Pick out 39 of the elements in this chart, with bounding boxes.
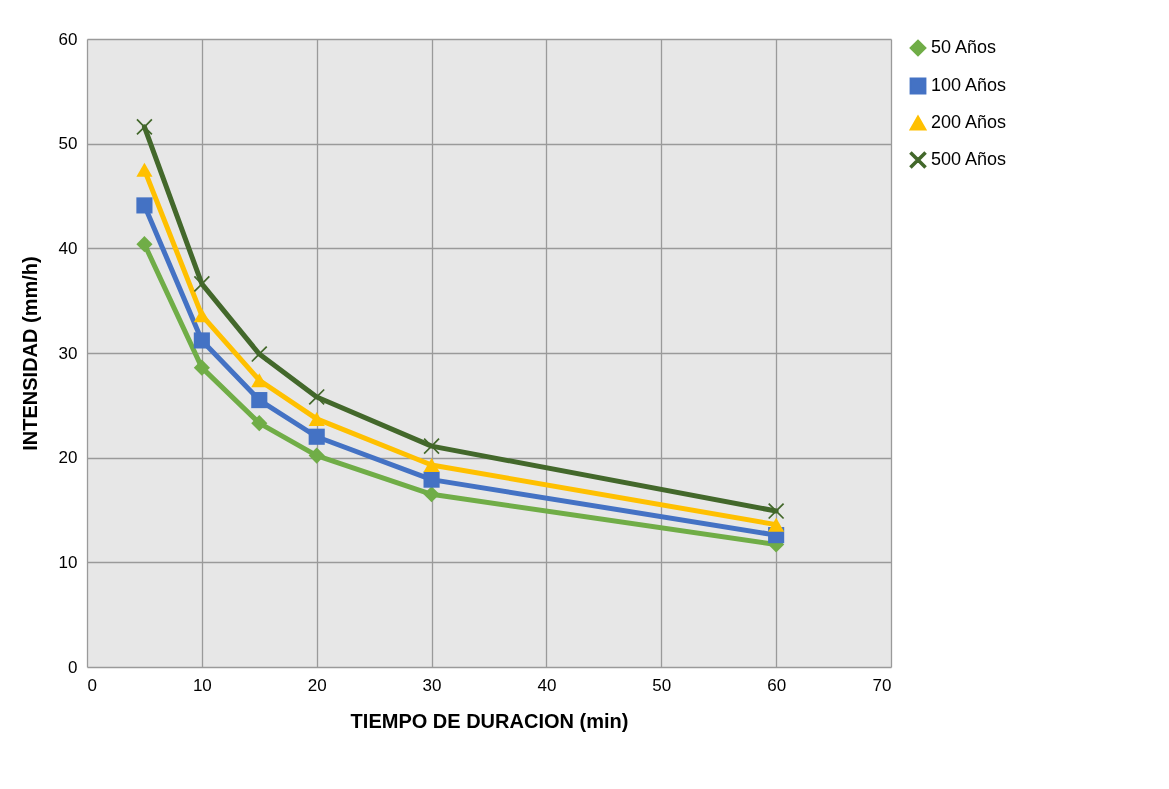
y-tick-label: 50: [58, 134, 78, 154]
x-axis-title: TIEMPO DE DURACION (min): [350, 709, 629, 732]
x-tick-label: 30: [422, 675, 442, 695]
x-tick-label: 50: [652, 675, 672, 695]
point: [251, 415, 268, 432]
point: [423, 471, 440, 488]
x-tick-label: 20: [307, 675, 327, 695]
y-tick-label: 30: [58, 343, 78, 363]
y-tick-label: 0: [68, 657, 78, 677]
legend-label: 200 Años: [931, 112, 1007, 132]
y-axis-title: INTENSIDAD (mm/h): [18, 256, 41, 451]
y-tick-label: 10: [58, 552, 78, 572]
point: [308, 411, 325, 426]
point: [193, 359, 210, 376]
point: [193, 308, 210, 323]
point: [423, 486, 440, 503]
y-tick-label: 20: [58, 448, 78, 468]
point: [136, 197, 153, 214]
point: [251, 373, 268, 388]
point: [768, 502, 785, 520]
point: [768, 517, 785, 532]
point: [193, 332, 210, 349]
legend-label: 50 Años: [931, 37, 997, 57]
y-tick-label: 60: [58, 29, 78, 49]
x-tick-label: 70: [872, 675, 892, 695]
x-tick-label: 0: [87, 675, 97, 695]
legend-label: 100 Años: [931, 75, 1007, 95]
point: [193, 275, 210, 292]
point: [423, 458, 440, 472]
point: [136, 162, 153, 177]
y-tick-label: 40: [58, 238, 78, 258]
x-tick-label: 10: [192, 675, 212, 695]
x-tick-label: 60: [767, 675, 787, 695]
point: [136, 236, 153, 253]
point: [251, 392, 268, 409]
point: [308, 447, 325, 464]
point: [308, 428, 325, 445]
x-tick-label: 40: [537, 675, 557, 695]
legend-label: 500 Años: [931, 149, 1007, 169]
